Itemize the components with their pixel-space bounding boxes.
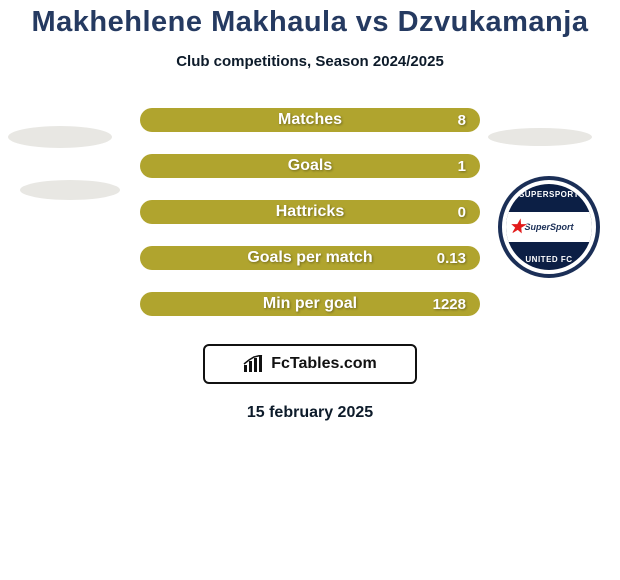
stat-row: Goals per match0.13 — [140, 246, 480, 270]
star-icon: ★ — [509, 217, 525, 238]
stat-row: Matches8 — [140, 108, 480, 132]
branding-badge: FcTables.com — [203, 344, 417, 384]
stat-value: 8 — [458, 112, 466, 129]
club-logo-text-top: SUPERSPORT — [506, 190, 592, 199]
player-left-placeholder — [20, 180, 120, 200]
stat-label: Matches — [140, 111, 480, 129]
stat-value: 1228 — [433, 296, 466, 313]
subtitle: Club competitions, Season 2024/2025 — [0, 53, 620, 70]
stat-value: 0 — [458, 204, 466, 221]
stat-label: Goals per match — [140, 249, 480, 267]
page-title: Makhehlene Makhaula vs Dzvukamanja — [0, 0, 620, 39]
club-logo-inner: SUPERSPORT SuperSport★ UNITED FC — [506, 184, 592, 270]
stat-value: 1 — [458, 158, 466, 175]
player-right-placeholder — [488, 128, 592, 146]
club-logo-center: SuperSport★ — [506, 212, 592, 242]
branding-text: FcTables.com — [271, 355, 377, 373]
stat-row: Hattricks0 — [140, 200, 480, 224]
stat-label: Min per goal — [140, 295, 480, 313]
club-logo-text-bottom: UNITED FC — [506, 255, 592, 264]
club-logo: SUPERSPORT SuperSport★ UNITED FC — [498, 176, 600, 278]
date-text: 15 february 2025 — [0, 404, 620, 422]
bar-chart-icon — [243, 355, 265, 373]
stat-row: Min per goal1228 — [140, 292, 480, 316]
stat-label: Goals — [140, 157, 480, 175]
stat-value: 0.13 — [437, 250, 466, 267]
player-left-placeholder — [8, 126, 112, 148]
stat-row: Goals1 — [140, 154, 480, 178]
stat-label: Hattricks — [140, 203, 480, 221]
